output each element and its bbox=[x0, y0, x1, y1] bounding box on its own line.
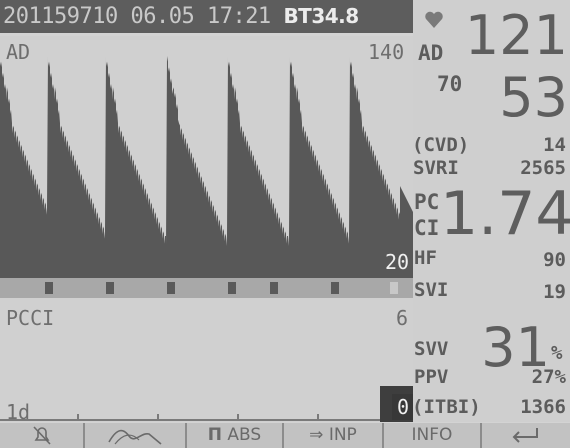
abs-key[interactable]: Π ABS bbox=[187, 423, 284, 448]
beat-marker bbox=[331, 282, 339, 294]
input-key[interactable]: ⇒ INP bbox=[284, 423, 384, 448]
hf-label: HF bbox=[414, 247, 437, 269]
arrow-right-icon: ⇒ bbox=[309, 425, 324, 445]
svv-label: SVV bbox=[414, 338, 449, 360]
pc-label: PC bbox=[414, 190, 440, 214]
cvd-label: (CVD) bbox=[412, 134, 470, 156]
enter-icon bbox=[512, 428, 538, 443]
parameter-panel bbox=[413, 0, 570, 422]
ad-systolic-value: 121 bbox=[464, 4, 568, 67]
beat-marker-band bbox=[0, 278, 413, 298]
beat-marker bbox=[270, 282, 278, 294]
header-info: 201159710 06.05 17:21 BT34.8 bbox=[3, 3, 359, 30]
svi-label: SVI bbox=[414, 279, 449, 301]
curve-icon bbox=[108, 429, 162, 445]
trend-axis bbox=[0, 414, 400, 421]
curve-key[interactable] bbox=[85, 423, 187, 448]
svi-value: 19 bbox=[543, 281, 566, 303]
trend-panel bbox=[0, 298, 413, 422]
trend-duration: 1d bbox=[6, 400, 31, 424]
alarm-silence-key[interactable] bbox=[0, 423, 85, 448]
blood-temperature: BT34.8 bbox=[283, 4, 359, 28]
svri-value: 2565 bbox=[520, 157, 566, 179]
info-label: INFO bbox=[411, 425, 453, 445]
softkey-bar: Π ABS ⇒ INP INFO bbox=[0, 423, 570, 448]
svv-value: 31 bbox=[481, 316, 550, 379]
beat-marker bbox=[45, 282, 53, 294]
svri-label: SVRI bbox=[413, 157, 459, 179]
ppv-value: 27% bbox=[531, 366, 566, 388]
ad-diastolic-value: 70 bbox=[437, 72, 463, 96]
itbi-value: 1366 bbox=[520, 396, 566, 418]
info-key[interactable]: INFO bbox=[384, 423, 482, 448]
ad-label: AD bbox=[418, 41, 444, 65]
header-date: 06.05 bbox=[130, 4, 195, 29]
beat-marker bbox=[390, 282, 398, 294]
beat-marker bbox=[167, 282, 175, 294]
arterial-pressure-waveform bbox=[0, 56, 413, 278]
ad-mean-value: 53 bbox=[499, 66, 568, 129]
abs-label: ABS bbox=[227, 425, 262, 445]
pressure-wave-fill bbox=[0, 56, 413, 278]
pi-icon: Π bbox=[207, 425, 223, 445]
waveform-label: AD bbox=[6, 40, 31, 64]
hf-value: 90 bbox=[543, 249, 566, 271]
header-time: 17:21 bbox=[206, 4, 271, 29]
itbi-label: (ITBI) bbox=[412, 396, 481, 418]
waveform-scale-bottom: 20 bbox=[385, 250, 410, 274]
beat-marker bbox=[106, 282, 114, 294]
alarm-off-icon bbox=[32, 426, 51, 445]
header-bar bbox=[0, 0, 413, 33]
svv-unit: % bbox=[551, 342, 563, 364]
trend-scale-bottom: 0 bbox=[392, 394, 414, 420]
patient-id: 201159710 bbox=[3, 4, 118, 29]
trend-scale-top: 6 bbox=[396, 306, 409, 330]
heart-icon bbox=[425, 11, 443, 29]
cvd-value: 14 bbox=[543, 134, 566, 156]
inp-label: INP bbox=[328, 425, 357, 445]
ci-label: CI bbox=[414, 216, 440, 240]
ci-value: 1.74 bbox=[440, 179, 570, 249]
waveform-scale-top: 140 bbox=[368, 40, 405, 64]
beat-marker bbox=[228, 282, 236, 294]
enter-key[interactable] bbox=[482, 423, 570, 448]
trend-label: PCCI bbox=[6, 306, 55, 330]
ppv-label: PPV bbox=[414, 366, 449, 388]
